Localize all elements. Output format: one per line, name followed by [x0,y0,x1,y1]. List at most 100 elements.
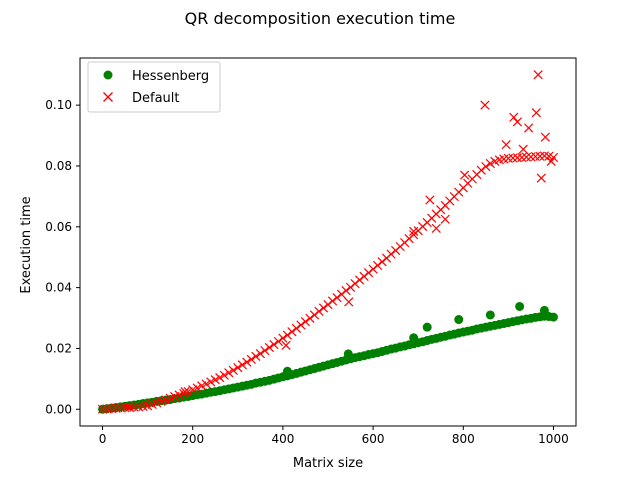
data-point-default [219,370,229,380]
data-point-default [251,351,261,361]
data-point-default [460,170,470,180]
data-point-hessenberg [515,301,525,311]
data-point-default [264,342,275,353]
data-point-default [180,387,190,397]
y-tick-label: 0.10 [45,98,72,112]
data-point-default [228,365,238,375]
data-point-default [368,264,378,274]
axes: 0 200 400 600 800 1000 0.00 0.02 0.04 0.06 0.08 0.1… [45,57,577,446]
legend-marker-default [103,92,113,102]
data-point-default [300,317,311,327]
data-point-hessenberg [282,366,292,376]
y-tick-label: 0.00 [45,402,72,416]
data-point-default [309,310,320,320]
data-point-default [476,165,486,175]
data-point-default [536,173,546,183]
data-point-default [517,152,527,163]
data-point-default [425,195,435,205]
data-point-default [323,300,333,310]
y-axis-label: Execution time [19,196,34,293]
x-tick-label: 400 [271,432,294,446]
data-point-default [242,357,252,367]
data-point-default [233,362,243,373]
data-point-hessenberg [539,305,549,315]
data-point-default [539,151,550,161]
data-point-default [524,123,534,133]
data-point-default [350,279,360,289]
x-tick-label: 800 [452,432,475,446]
x-axis-label: Matrix size [293,456,363,471]
data-point-default [336,289,347,299]
legend-marker-hessenberg [103,70,113,80]
y-tick-label: 0.08 [45,159,72,173]
data-point-default [314,306,324,316]
data-point-default [215,373,225,383]
data-point-default [344,297,354,307]
data-point-default [512,117,523,127]
data-point-default [386,249,396,259]
data-point-default [327,296,338,306]
data-point-default [287,327,297,337]
data-point-default [278,333,288,343]
x-tick-label: 200 [181,432,204,446]
plot-area [97,70,559,414]
data-point-hessenberg [548,312,558,322]
data-point-default [509,112,519,122]
legend-label-default: Default [132,91,180,106]
data-point-default [260,345,270,356]
data-point-hessenberg [343,349,353,359]
data-point-default [372,260,383,271]
data-point-default [409,226,419,236]
data-point-default [518,144,528,154]
data-point-default [481,161,491,172]
data-point-default [345,282,356,292]
data-point-default [255,348,265,359]
data-point-default [206,377,216,387]
data-point-default [273,336,284,347]
legend-label-hessenberg: Hessenberg [132,69,209,84]
data-point-default [282,330,293,340]
data-point-default [246,354,256,365]
data-point-default [526,152,536,162]
data-point-default [237,360,247,370]
data-point-default [480,100,490,110]
data-point-default [440,214,450,224]
data-point-default [530,151,541,162]
x-tick-label: 600 [362,432,385,446]
data-point-default [224,368,234,378]
legend-frame [87,61,221,113]
data-point-default [431,223,441,233]
y-tick-label: 0.04 [45,281,72,295]
legend: Hessenberg Default [87,61,221,113]
data-point-hessenberg [485,310,495,320]
data-point-default [318,303,329,313]
data-point-default [354,275,365,285]
data-point-default [377,257,387,267]
data-point-default [501,140,511,150]
data-point-default [291,323,302,333]
data-point-default [533,70,543,80]
x-tick-label: 0 [99,432,107,446]
data-point-hessenberg [422,322,432,332]
data-point-default [296,320,306,330]
data-point-default [540,132,550,142]
data-point-hessenberg [454,315,464,325]
data-point-default [531,108,541,118]
chart-title: QR decomposition execution time [185,9,456,28]
data-point-default [521,152,532,162]
data-point-default [341,286,351,296]
y-tick-label: 0.06 [45,220,72,234]
data-point-default [535,151,545,161]
data-point-default [363,268,374,278]
data-point-default [305,313,315,323]
x-tick-label: 1000 [538,432,569,446]
y-tick-label: 0.02 [45,341,72,355]
data-point-default [546,156,556,167]
data-point-default [281,340,291,351]
data-point-default [508,153,518,163]
data-point-default [210,375,220,385]
data-point-default [192,383,202,393]
data-point-default [269,339,279,350]
data-point-default [503,153,513,163]
